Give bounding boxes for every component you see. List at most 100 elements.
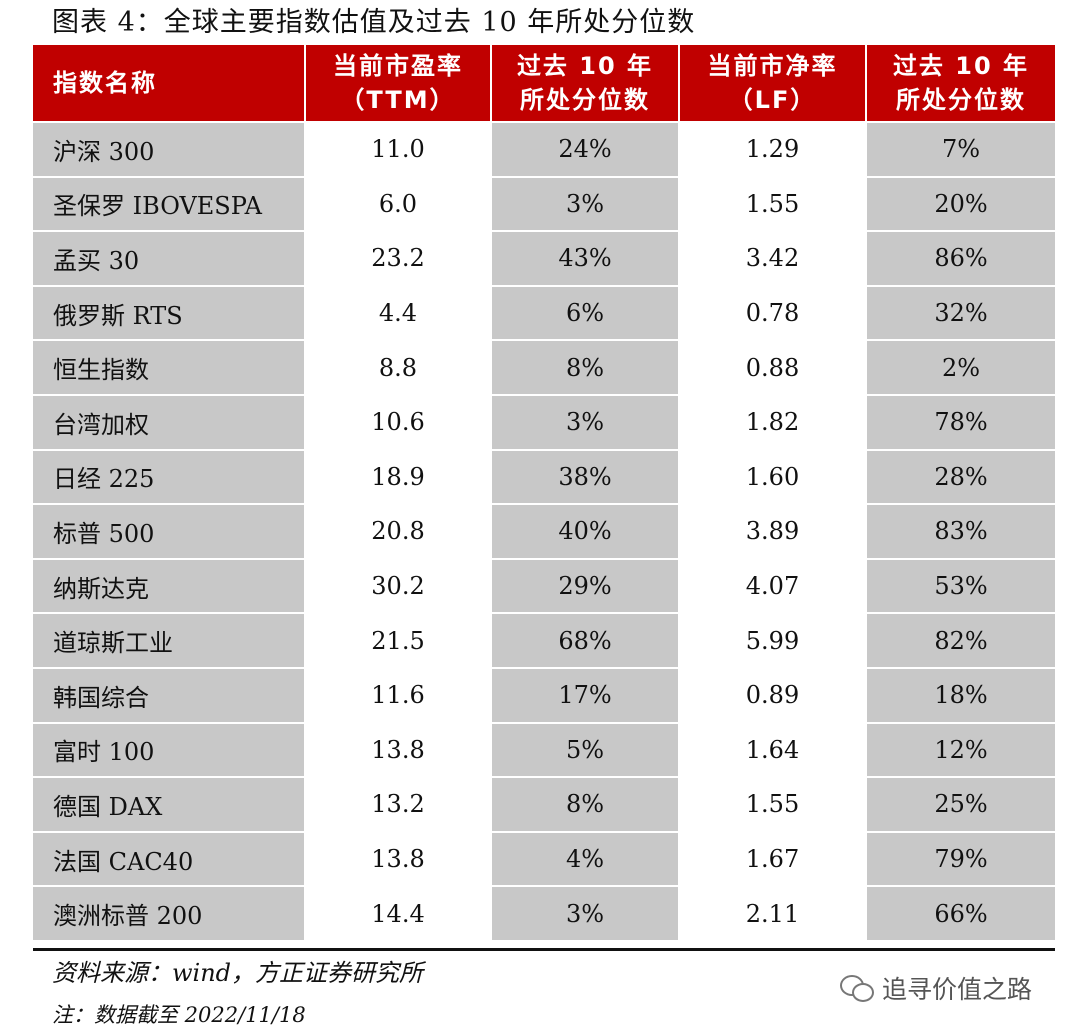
cell-pe-ttm: 13.8 [304, 830, 491, 887]
cell-pe-percentile: 3% [490, 393, 679, 451]
cell-index-name: 道琼斯工业 [33, 612, 305, 669]
cell-pe-percentile: 24% [490, 122, 679, 178]
header-index-name: 指数名称 [33, 45, 305, 123]
cell-pb-percentile: 83% [865, 503, 1055, 560]
cell-pe-ttm: 6.0 [304, 175, 491, 232]
header-pe-ttm: 当前市盈率 （TTM） [304, 45, 491, 123]
cell-pe-ttm: 20.8 [304, 503, 491, 560]
cell-pb-percentile: 7% [865, 122, 1055, 178]
cell-pb-lf: 1.60 [678, 448, 866, 505]
cell-pe-percentile: 17% [490, 666, 679, 724]
cell-index-name: 孟买 30 [33, 230, 305, 287]
cell-index-name: 日经 225 [33, 448, 305, 505]
table-row: 台湾加权 10.6 3% 1.82 78% [33, 393, 1055, 451]
cell-pb-percentile: 25% [865, 776, 1055, 833]
cell-pe-percentile: 5% [490, 721, 679, 778]
cell-pe-percentile: 6% [490, 284, 679, 341]
cell-pe-percentile: 43% [490, 230, 679, 287]
cell-pe-percentile: 29% [490, 557, 679, 614]
table-header: 指数名称 当前市盈率 （TTM） 过去 10 年所处分位数 当前市净率 （LF） 过… [33, 45, 1055, 123]
cell-pb-lf: 4.07 [678, 557, 866, 614]
cell-pb-lf: 0.78 [678, 284, 866, 341]
cell-pe-ttm: 13.2 [304, 776, 491, 833]
table-row: 纳斯达克 30.2 29% 4.07 53% [33, 557, 1055, 614]
header-pb-lf: 当前市净率 （LF） [678, 45, 866, 123]
cell-pb-lf: 1.55 [678, 175, 866, 232]
watermark-text: 追寻价值之路 [882, 975, 1033, 1004]
cell-pe-percentile: 8% [490, 339, 679, 396]
cell-pe-percentile: 3% [490, 175, 679, 232]
table-row: 沪深 300 11.0 24% 1.29 7% [33, 122, 1055, 178]
cell-pe-ttm: 13.8 [304, 721, 491, 778]
cell-index-name: 恒生指数 [33, 339, 305, 396]
table-row: 标普 500 20.8 40% 3.89 83% [33, 503, 1055, 560]
cell-pb-lf: 0.88 [678, 339, 866, 396]
watermark: 追寻价值之路 [840, 968, 1032, 1008]
cell-index-name: 韩国综合 [33, 666, 305, 724]
cell-pb-percentile: 78% [865, 393, 1055, 451]
wechat-icon [840, 973, 874, 1003]
table-row: 俄罗斯 RTS 4.4 6% 0.78 32% [33, 284, 1055, 341]
table-row: 道琼斯工业 21.5 68% 5.99 82% [33, 612, 1055, 669]
cell-pb-lf: 2.11 [678, 885, 866, 941]
date-note: 注：数据截至 2022/11/18 [52, 1003, 306, 1027]
table-row: 富时 100 13.8 5% 1.64 12% [33, 721, 1055, 778]
cell-pb-lf: 3.89 [678, 503, 866, 560]
cell-index-name: 俄罗斯 RTS [33, 284, 305, 341]
cell-pe-percentile: 3% [490, 885, 679, 941]
table-row: 日经 225 18.9 38% 1.60 28% [33, 448, 1055, 505]
cell-pb-percentile: 66% [865, 885, 1055, 941]
source-note: 资料来源：wind，方正证券研究所 [52, 959, 424, 987]
cell-pb-lf: 1.64 [678, 721, 866, 778]
header-row: 指数名称 当前市盈率 （TTM） 过去 10 年所处分位数 当前市净率 （LF） 过… [33, 45, 1055, 123]
cell-pe-ttm: 4.4 [304, 284, 491, 341]
table-row: 法国 CAC40 13.8 4% 1.67 79% [33, 830, 1055, 887]
cell-pb-percentile: 32% [865, 284, 1055, 341]
cell-pb-percentile: 18% [865, 666, 1055, 724]
cell-pe-percentile: 4% [490, 830, 679, 887]
cell-pe-percentile: 68% [490, 612, 679, 669]
cell-index-name: 德国 DAX [33, 776, 305, 833]
valuation-table: 指数名称 当前市盈率 （TTM） 过去 10 年所处分位数 当前市净率 （LF） 过… [33, 45, 1055, 941]
table-row: 韩国综合 11.6 17% 0.89 18% [33, 666, 1055, 724]
cell-index-name: 纳斯达克 [33, 557, 305, 614]
cell-pb-percentile: 2% [865, 339, 1055, 396]
header-pe-percentile: 过去 10 年所处分位数 [490, 45, 679, 123]
cell-pe-ttm: 14.4 [304, 885, 491, 941]
cell-pb-percentile: 79% [865, 830, 1055, 887]
cell-pb-percentile: 86% [865, 230, 1055, 287]
cell-pe-percentile: 8% [490, 776, 679, 833]
table-row: 孟买 30 23.2 43% 3.42 86% [33, 230, 1055, 287]
cell-index-name: 沪深 300 [33, 122, 305, 178]
cell-pe-ttm: 11.6 [304, 666, 491, 724]
cell-pb-lf: 3.42 [678, 230, 866, 287]
table-row: 德国 DAX 13.2 8% 1.55 25% [33, 776, 1055, 833]
cell-pe-ttm: 23.2 [304, 230, 491, 287]
valuation-table-container: 指数名称 当前市盈率 （TTM） 过去 10 年所处分位数 当前市净率 （LF） 过… [33, 45, 1055, 951]
cell-pb-percentile: 53% [865, 557, 1055, 614]
cell-pb-lf: 1.55 [678, 776, 866, 833]
figure-title: 图表 4：全球主要指数估值及过去 10 年所处分位数 [52, 7, 696, 38]
cell-pb-percentile: 28% [865, 448, 1055, 505]
cell-pe-percentile: 40% [490, 503, 679, 560]
cell-pb-percentile: 20% [865, 175, 1055, 232]
cell-pb-lf: 1.82 [678, 393, 866, 451]
table-row: 恒生指数 8.8 8% 0.88 2% [33, 339, 1055, 396]
cell-pb-lf: 0.89 [678, 666, 866, 724]
header-pb-percentile: 过去 10 年所处分位数 [865, 45, 1055, 123]
cell-index-name: 富时 100 [33, 721, 305, 778]
cell-index-name: 澳洲标普 200 [33, 885, 305, 941]
cell-pe-percentile: 38% [490, 448, 679, 505]
cell-index-name: 圣保罗 IBOVESPA [33, 175, 305, 232]
cell-pe-ttm: 18.9 [304, 448, 491, 505]
cell-pe-ttm: 30.2 [304, 557, 491, 614]
cell-index-name: 标普 500 [33, 503, 305, 560]
cell-pb-percentile: 12% [865, 721, 1055, 778]
cell-index-name: 台湾加权 [33, 393, 305, 451]
table-row: 澳洲标普 200 14.4 3% 2.11 66% [33, 885, 1055, 941]
cell-index-name: 法国 CAC40 [33, 830, 305, 887]
cell-pb-lf: 1.67 [678, 830, 866, 887]
cell-pb-lf: 1.29 [678, 122, 866, 178]
cell-pb-percentile: 82% [865, 612, 1055, 669]
table-body: 沪深 300 11.0 24% 1.29 7% 圣保罗 IBOVESPA 6.0 3% 1.55… [33, 122, 1055, 941]
